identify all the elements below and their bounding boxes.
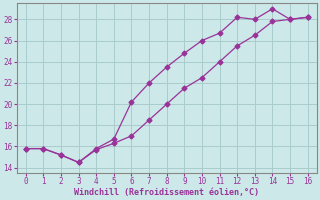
X-axis label: Windchill (Refroidissement éolien,°C): Windchill (Refroidissement éolien,°C) bbox=[74, 188, 259, 197]
